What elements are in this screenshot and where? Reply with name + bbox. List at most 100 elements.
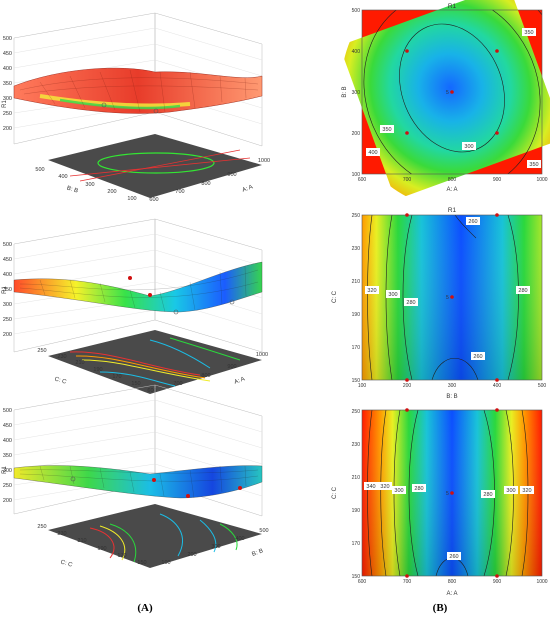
x-tick: 400 (235, 536, 244, 542)
x-axis-label: A: A (241, 184, 253, 193)
y-tick: 170 (117, 553, 126, 559)
z-tick: 350 (3, 81, 12, 87)
x-tick: 900 (227, 172, 236, 178)
y-axis-label: B: B (342, 86, 348, 97)
x-tick: 700 (173, 381, 182, 387)
floor-plane (48, 330, 262, 394)
contour-label: 280 (414, 486, 423, 492)
svg-text:200: 200 (403, 383, 412, 389)
svg-text:1000: 1000 (536, 177, 547, 183)
y-tick: 230 (57, 531, 66, 537)
contour-label: 300 (394, 488, 403, 494)
z-tick-labels: 500 450 400 350 300 250 200 (3, 242, 12, 338)
y-tick: 190 (93, 367, 102, 373)
y-axis-label: B: B (66, 186, 79, 195)
design-points (405, 49, 499, 135)
contour-label: 280 (483, 492, 492, 498)
svg-text:210: 210 (352, 475, 361, 481)
contour-plot-bc: 320 300 280 260 280 260 5 R1 100 200 300… (332, 207, 546, 400)
y-tick-labels: 100 200 300 400 500 (352, 8, 361, 178)
x-tick-labels: 600 700 800 900 1000 (147, 352, 268, 394)
z-tick: 400 (3, 438, 12, 444)
y-tick: 210 (75, 360, 84, 366)
x-tick: 600 (149, 197, 158, 203)
z-tick: 450 (3, 51, 12, 57)
x-axis-label: B: B (446, 394, 457, 400)
y-tick: 300 (85, 182, 94, 188)
svg-text:500: 500 (352, 8, 361, 14)
surface-plot-bc: 500 450 400 350 300 250 200 R1 250 230 2… (2, 384, 269, 569)
back-wall-left (13, 384, 156, 515)
svg-text:600: 600 (358, 579, 367, 585)
svg-text:250: 250 (352, 213, 361, 219)
svg-text:1000: 1000 (536, 579, 547, 585)
floor-contour (97, 152, 215, 174)
svg-text:900: 900 (493, 177, 502, 183)
x-tick: 700 (175, 189, 184, 195)
panel-label-a: (A) (137, 602, 153, 614)
contour-line (454, 215, 477, 239)
contour-line (431, 357, 479, 380)
x-tick-labels: 600 700 800 900 1000 (149, 158, 270, 203)
contour-label: 350 (529, 162, 538, 168)
z-tick: 250 (3, 111, 12, 117)
y-tick: 100 (127, 196, 136, 202)
svg-text:230: 230 (352, 246, 361, 252)
y-tick: 500 (35, 167, 44, 173)
y-tick-labels: 250 230 210 190 170 150 (37, 348, 140, 387)
z-tick: 300 (3, 96, 12, 102)
contour-label: 300 (464, 144, 473, 150)
back-wall-right (154, 218, 263, 353)
floor-plane (48, 504, 262, 568)
y-tick-labels: 250 230 210 190 170 150 (37, 524, 146, 566)
contour-label: 340 (366, 484, 375, 490)
contour-label: 280 (406, 300, 415, 306)
design-points (405, 408, 499, 578)
svg-text:150: 150 (352, 574, 361, 580)
response-surface (13, 465, 263, 499)
y-tick-labels: 150 170 190 210 230 250 (352, 409, 361, 580)
contour-plot-ac: 340 320 300 280 260 280 300 320 5 600 70… (332, 408, 548, 597)
contour-line (402, 215, 413, 380)
contour-labels: 320 300 280 260 280 260 (365, 217, 530, 360)
contour-labels: 300 350 350 350 400 (366, 28, 541, 168)
y-tick: 250 (37, 348, 46, 354)
svg-text:150: 150 (352, 378, 361, 384)
svg-text:190: 190 (352, 312, 361, 318)
contour-label: 350 (524, 30, 533, 36)
svg-text:170: 170 (352, 541, 361, 547)
x-axis-label: B: B (251, 548, 264, 558)
svg-text:170: 170 (352, 345, 361, 351)
chart-title: R1 (448, 207, 457, 214)
svg-text:900: 900 (493, 579, 502, 585)
svg-text:300: 300 (448, 383, 457, 389)
x-tick-labels: 600 700 800 900 1000 (358, 579, 548, 585)
contour-label: 300 (506, 488, 515, 494)
contour-labels: 340 320 300 280 260 280 300 320 (364, 482, 534, 560)
z-axis-label: R1 (2, 286, 8, 294)
x-axis-label: A: A (446, 591, 457, 597)
x-tick: 1000 (256, 352, 268, 358)
panel-label-b: (B) (433, 602, 448, 614)
z-tick: 500 (3, 36, 12, 42)
contour-plot-ab: 300 350 350 350 400 5 R1 600 700 800 900… (341, 0, 550, 200)
y-axis-label: C: C (60, 560, 74, 569)
z-tick: 400 (3, 272, 12, 278)
z-tick: 300 (3, 468, 12, 474)
y-tick: 190 (97, 546, 106, 552)
z-axis-label: R1 (2, 466, 8, 474)
contour-line (367, 215, 373, 380)
chart-title: R1 (448, 3, 457, 10)
contour-line (507, 215, 519, 380)
contour-line (408, 410, 419, 576)
x-tick-labels: 100 200 300 400 500 (358, 383, 547, 389)
svg-text:600: 600 (358, 177, 367, 183)
svg-text:800: 800 (448, 579, 457, 585)
z-tick: 450 (3, 423, 12, 429)
contour-label: 350 (382, 127, 391, 133)
y-axis-label: C: C (54, 377, 68, 386)
y-axis-label: C: C (332, 486, 338, 499)
x-tick: 100 (161, 560, 170, 566)
svg-text:400: 400 (352, 49, 361, 55)
